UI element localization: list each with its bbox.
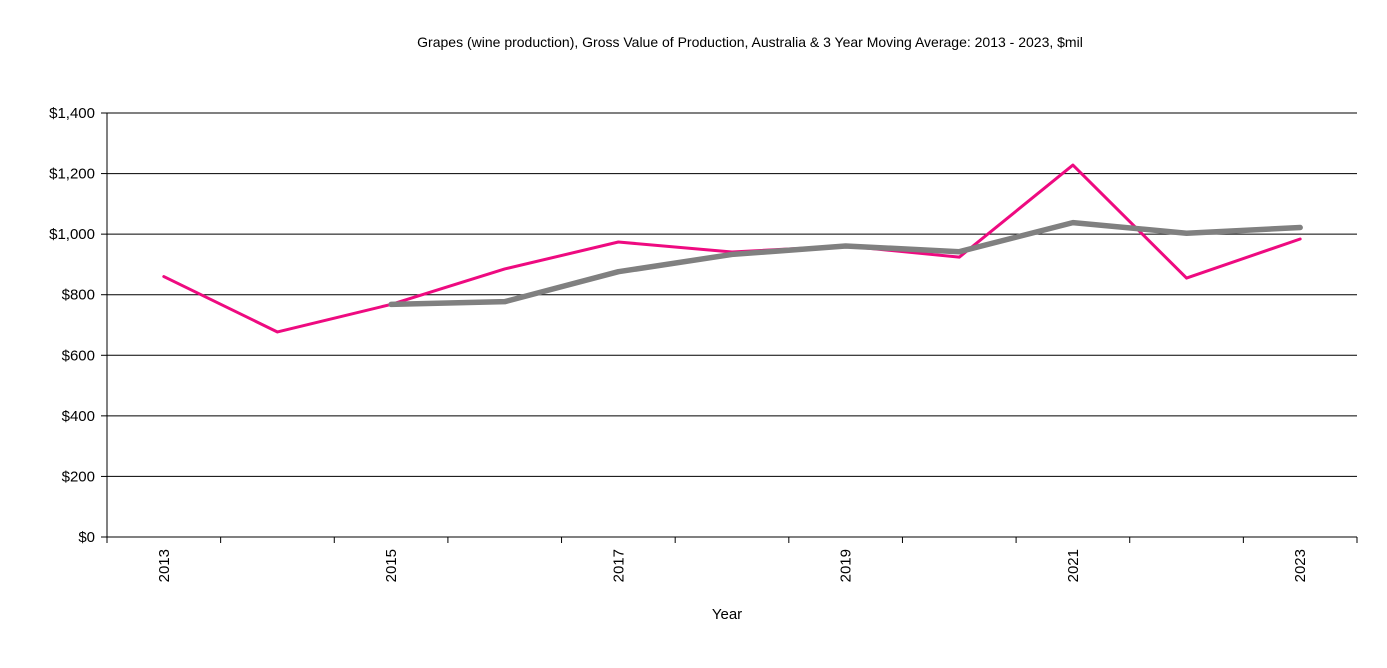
x-tick-label: 2021 [1065, 549, 1082, 582]
y-tick-label: $1,000 [49, 226, 95, 243]
y-tick-label: $400 [62, 408, 95, 425]
y-tick-label: $1,400 [49, 105, 95, 122]
x-tick-label: 2017 [610, 549, 627, 582]
y-tick-label: $800 [62, 287, 95, 304]
chart-title: Grapes (wine production), Gross Value of… [417, 34, 1083, 50]
x-tick-label: 2013 [156, 549, 173, 582]
y-tick-label: $0 [78, 529, 95, 546]
x-axis-label: Year [712, 606, 742, 623]
y-tick-label: $200 [62, 468, 95, 485]
y-tick-label: $600 [62, 347, 95, 364]
x-tick-label: 2019 [838, 549, 855, 582]
series-line-gvp [162, 163, 1302, 334]
x-tick-label: 2023 [1292, 549, 1309, 582]
y-tick-label: $1,200 [49, 166, 95, 183]
x-tick-label: 2015 [383, 549, 400, 582]
